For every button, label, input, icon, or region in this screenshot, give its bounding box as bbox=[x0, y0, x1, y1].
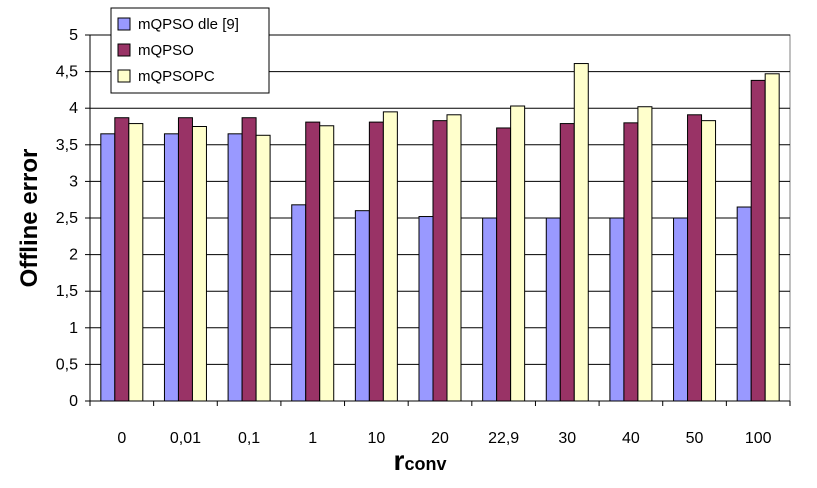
bar-mqpso-7 bbox=[559, 123, 575, 402]
legend-label: mQPSO bbox=[138, 42, 194, 59]
bar-mqpso-dle-9-5 bbox=[418, 216, 434, 402]
x-axis-label: rconv bbox=[394, 445, 447, 476]
bar-mqpso-0 bbox=[114, 117, 130, 402]
legend: mQPSO dle [9] mQPSO mQPSOPC bbox=[110, 7, 270, 94]
axes bbox=[89, 35, 791, 406]
x-tick-label: 0 bbox=[117, 430, 126, 447]
x-tick-label: 0,01 bbox=[170, 430, 201, 447]
legend-swatch bbox=[117, 43, 131, 57]
bar-mqpso-1 bbox=[177, 117, 193, 402]
x-axis-label-subscript: conv bbox=[404, 454, 446, 474]
y-tick-label: 3 bbox=[69, 173, 78, 190]
y-tick-label: 1,5 bbox=[56, 283, 78, 300]
x-tick-labels: 0 0,01 0,1 1 10 20 22,9 30 40 50 100 bbox=[117, 430, 771, 447]
x-tick-label: 40 bbox=[622, 430, 640, 447]
bar-mqpsopc-8 bbox=[637, 106, 653, 402]
y-tick-label: 2 bbox=[69, 247, 78, 264]
bars bbox=[100, 63, 780, 402]
bar-mqpso-dle-9-4 bbox=[354, 210, 370, 402]
bar-mqpsopc-0 bbox=[128, 123, 144, 402]
y-tick-label: 5 bbox=[69, 27, 78, 44]
x-tick-label: 1 bbox=[308, 430, 317, 447]
y-tick-label: 1 bbox=[69, 320, 78, 337]
bar-mqpso-dle-9-10 bbox=[736, 206, 752, 402]
bar-mqpso-dle-9-9 bbox=[673, 217, 689, 402]
x-tick-label: 30 bbox=[558, 430, 576, 447]
x-tick-label: 10 bbox=[367, 430, 385, 447]
bar-mqpso-dle-9-2 bbox=[227, 133, 243, 402]
bar-mqpso-dle-9-0 bbox=[100, 133, 116, 402]
bar-mqpsopc-10 bbox=[764, 73, 780, 402]
y-tick-labels: 0 0,5 1 1,5 2 2,5 3 3,5 4 4,5 5 bbox=[56, 27, 78, 410]
y-tick-label: 0 bbox=[69, 393, 78, 410]
bar-mqpso-6 bbox=[496, 127, 512, 402]
bar-mqpso-2 bbox=[241, 117, 257, 402]
bar-mqpso-dle-9-7 bbox=[545, 217, 561, 402]
bar-mqpso-9 bbox=[687, 114, 703, 402]
legend-swatch bbox=[117, 17, 131, 31]
legend-label: mQPSO dle [9] bbox=[138, 16, 239, 33]
bar-mqpsopc-2 bbox=[255, 134, 271, 402]
bar-mqpsopc-6 bbox=[510, 105, 526, 402]
x-tick-label: 22,9 bbox=[488, 430, 519, 447]
x-tick-label: 0,1 bbox=[238, 430, 260, 447]
y-tick-label: 2,5 bbox=[56, 210, 78, 227]
bar-mqpsopc-9 bbox=[701, 120, 717, 402]
legend-box bbox=[110, 7, 270, 94]
bar-mqpsopc-4 bbox=[382, 111, 398, 402]
legend-swatch bbox=[117, 69, 131, 83]
bar-mqpso-dle-9-1 bbox=[163, 133, 179, 402]
legend-label: mQPSOPC bbox=[138, 68, 215, 85]
bar-mqpsopc-5 bbox=[446, 114, 462, 402]
bar-mqpso-10 bbox=[750, 79, 766, 402]
bar-mqpso-dle-9-6 bbox=[482, 217, 498, 402]
y-axis-label: Offline error bbox=[16, 149, 43, 288]
x-tick-label: 50 bbox=[686, 430, 704, 447]
bar-mqpso-5 bbox=[432, 120, 448, 402]
bar-mqpso-8 bbox=[623, 122, 639, 402]
x-tick-label: 100 bbox=[745, 430, 772, 447]
y-tick-label: 4 bbox=[69, 100, 78, 117]
bar-mqpso-dle-9-8 bbox=[609, 217, 625, 402]
y-tick-label: 3,5 bbox=[56, 137, 78, 154]
y-tick-label: 4,5 bbox=[56, 64, 78, 81]
bar-mqpso-4 bbox=[368, 121, 384, 402]
x-axis-label-main: r bbox=[394, 445, 405, 476]
x-tick-label: 20 bbox=[431, 430, 449, 447]
bar-mqpsopc-3 bbox=[319, 125, 335, 402]
bar-mqpsopc-7 bbox=[573, 63, 589, 402]
bar-mqpso-dle-9-3 bbox=[291, 204, 307, 402]
bar-mqpsopc-1 bbox=[191, 126, 207, 402]
bar-mqpso-3 bbox=[305, 121, 321, 402]
y-tick-label: 0,5 bbox=[56, 356, 78, 373]
